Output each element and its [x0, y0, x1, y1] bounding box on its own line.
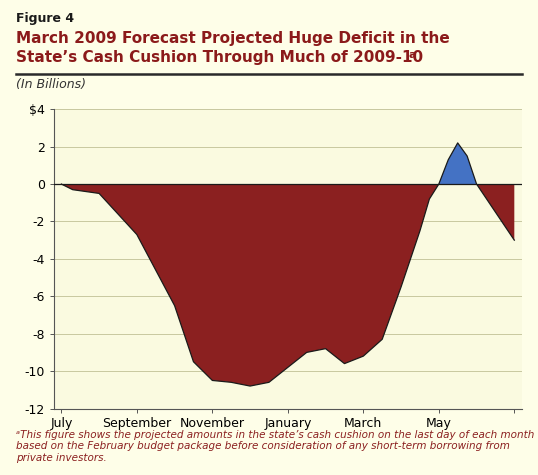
Text: a: a — [409, 50, 416, 60]
Text: March 2009 Forecast Projected Huge Deficit in the: March 2009 Forecast Projected Huge Defic… — [16, 31, 450, 46]
Text: ᵃThis figure shows the projected amounts in the state’s cash cushion on the last: ᵃThis figure shows the projected amounts… — [16, 430, 535, 463]
Text: State’s Cash Cushion Through Much of 2009-10: State’s Cash Cushion Through Much of 200… — [16, 50, 423, 65]
Text: Figure 4: Figure 4 — [16, 12, 74, 25]
Text: (In Billions): (In Billions) — [16, 78, 86, 91]
